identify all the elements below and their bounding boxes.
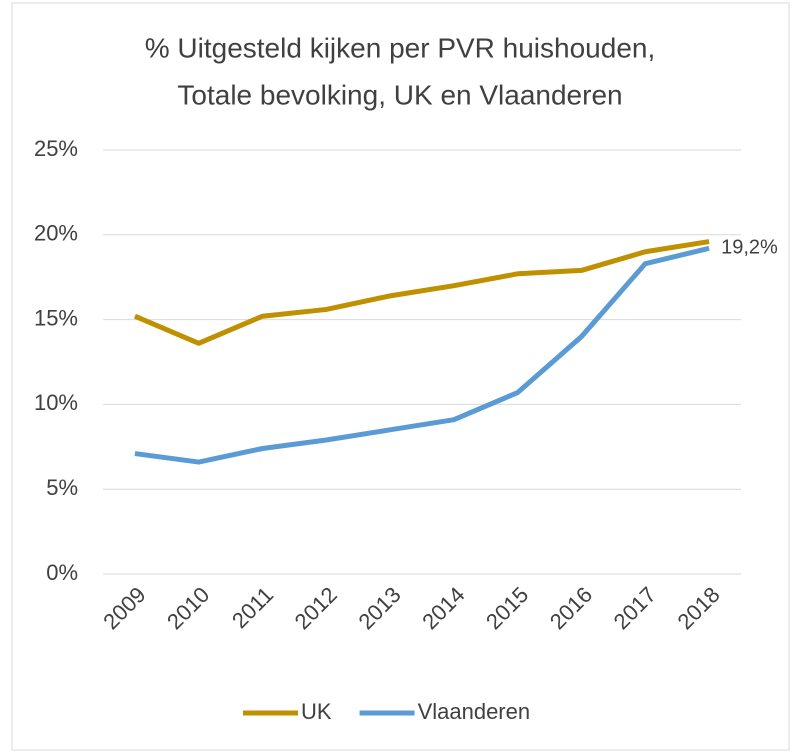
y-tick-label: 5% xyxy=(46,475,78,500)
y-tick-label: 15% xyxy=(34,305,78,330)
series-line xyxy=(133,239,710,346)
y-tick-label: 20% xyxy=(34,221,78,246)
data-label: 19,2% xyxy=(721,237,778,259)
chart-title: % Uitgesteld kijken per PVR huishouden, xyxy=(145,32,656,63)
y-tick-label: 25% xyxy=(34,136,78,161)
legend-label: Vlaanderen xyxy=(418,699,531,724)
chart-frame xyxy=(11,2,790,751)
chart-title: Totale bevolking, UK en Vlaanderen xyxy=(177,79,622,110)
series-line xyxy=(134,245,710,465)
y-tick-label: 10% xyxy=(34,390,78,415)
legend-label: UK xyxy=(301,699,332,724)
y-tick-label: 0% xyxy=(46,560,78,585)
